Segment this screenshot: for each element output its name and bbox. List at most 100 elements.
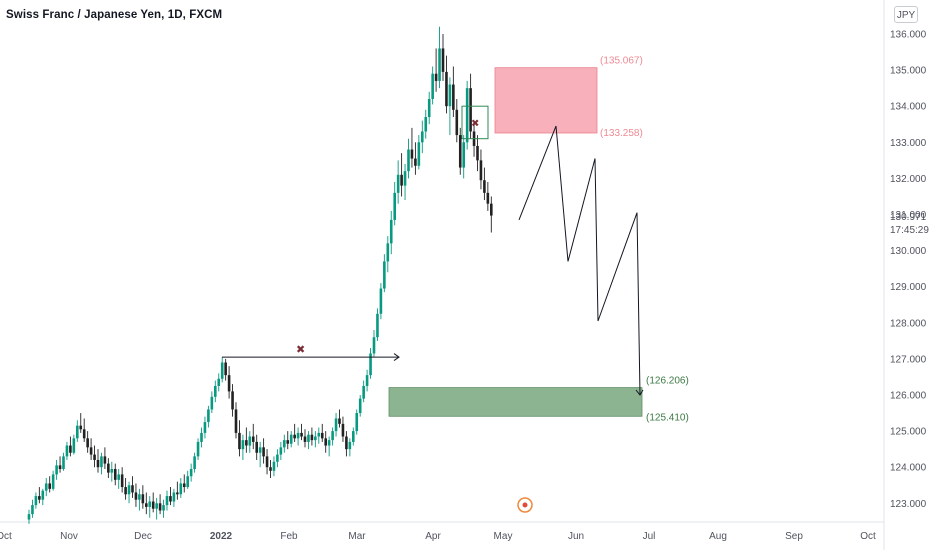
candle-body — [389, 219, 393, 244]
candle-body — [276, 454, 279, 462]
candle-body — [324, 438, 327, 446]
x-marker-breakout: ✖ — [296, 344, 305, 356]
candle-body — [355, 413, 359, 432]
candle-body — [251, 436, 255, 442]
candle-body — [262, 447, 265, 457]
candle-body — [448, 84, 452, 107]
candle-body — [293, 434, 296, 439]
candle-body — [331, 431, 334, 441]
candle-body — [200, 432, 203, 442]
candle-body — [348, 441, 352, 450]
candle-body — [217, 378, 221, 386]
y-tick-label: 126.000 — [890, 391, 927, 402]
candle-body — [410, 149, 414, 159]
projection-arrowhead — [635, 389, 644, 396]
candle-body — [258, 447, 262, 453]
candle-body — [345, 436, 348, 450]
candle-body — [372, 337, 376, 354]
candle-body — [231, 391, 234, 410]
candle-body — [307, 434, 310, 442]
candle-body — [414, 158, 417, 166]
y-tick-label: 130.000 — [890, 246, 927, 257]
candle-body — [462, 142, 465, 168]
chart-title: Swiss Franc / Japanese Yen, 1D, FXCM — [6, 9, 223, 21]
candle-body — [358, 398, 362, 414]
x-marker-top: ✖ — [471, 118, 479, 129]
candle-body — [203, 422, 207, 433]
candle-body — [96, 459, 100, 468]
candle-body — [296, 432, 300, 439]
candle-body — [407, 149, 410, 172]
x-tick-label: Sep — [785, 531, 803, 542]
candle-body — [179, 483, 183, 495]
zones-layer: (135.067) (133.258) (126.206) (125.410) — [388, 56, 689, 423]
y-tick-label: 135.000 — [890, 66, 927, 77]
candle-body — [34, 496, 38, 506]
candle-body — [279, 447, 283, 455]
y-tick-label: 124.000 — [890, 463, 927, 474]
countdown-label: 17:45:29 — [890, 225, 929, 236]
candle-body — [210, 396, 214, 410]
candle-body — [379, 288, 383, 314]
candle-body — [131, 485, 134, 493]
candle-body — [162, 505, 165, 511]
supply-zone-bottom-label: (133.258) — [600, 128, 643, 139]
candle-body — [424, 117, 428, 132]
candle-body — [452, 84, 455, 110]
currency-badge[interactable]: JPY — [894, 6, 918, 23]
candle-body — [286, 440, 290, 444]
demand-zone-top-label: (126.206) — [646, 376, 689, 387]
candle-body — [65, 445, 69, 457]
candle-body — [79, 425, 83, 430]
y-tick-label: 129.000 — [890, 282, 927, 293]
candle-body — [145, 503, 148, 507]
candle-body — [117, 474, 120, 480]
candle-body — [490, 203, 493, 216]
candle-body — [441, 48, 445, 72]
breakout-arrowhead — [393, 353, 400, 362]
candle-body — [44, 483, 48, 491]
candle-body — [151, 501, 155, 509]
candle-body — [103, 456, 107, 464]
candle-body — [27, 514, 31, 520]
candle-body — [82, 429, 86, 439]
candle-body — [141, 494, 145, 504]
projection-path — [518, 125, 641, 396]
candle-body — [62, 456, 65, 470]
candle-body — [248, 436, 252, 446]
candle-body — [196, 441, 200, 457]
price-axis: 136.000 135.000 134.000 133.000 132.000 131.0… — [890, 30, 929, 510]
x-tick-label: Nov — [60, 531, 78, 542]
candle-body — [314, 436, 317, 441]
x-tick-label: Jun — [568, 531, 584, 542]
candle-body — [224, 362, 227, 376]
candle-body — [469, 88, 472, 132]
y-tick-label: 123.000 — [890, 499, 927, 510]
candle-body — [158, 503, 162, 511]
x-tick-label: Dec — [134, 531, 152, 542]
candle-body — [189, 469, 193, 477]
candle-body — [341, 423, 345, 437]
candle-body — [72, 438, 76, 453]
candle-body — [421, 131, 424, 143]
candle-body — [207, 409, 210, 423]
candle-body — [400, 174, 403, 186]
y-tick-label: 125.000 — [890, 427, 927, 438]
candle-body — [272, 461, 276, 471]
x-tick-label: May — [494, 531, 513, 542]
candle-body — [486, 192, 490, 204]
candle-body — [458, 135, 462, 168]
candle-body — [476, 145, 479, 161]
candle-body — [445, 71, 448, 107]
y-tick-label: 136.000 — [890, 30, 927, 41]
candle-body — [193, 456, 196, 470]
x-tick-label: Oct — [0, 531, 12, 542]
candle-body — [403, 171, 407, 186]
candle-body — [352, 431, 355, 442]
candle-body — [327, 440, 331, 446]
candle-body — [214, 385, 217, 397]
candle-body — [186, 476, 189, 488]
candle-body — [245, 440, 248, 446]
y-tick-label: 134.000 — [890, 102, 927, 113]
